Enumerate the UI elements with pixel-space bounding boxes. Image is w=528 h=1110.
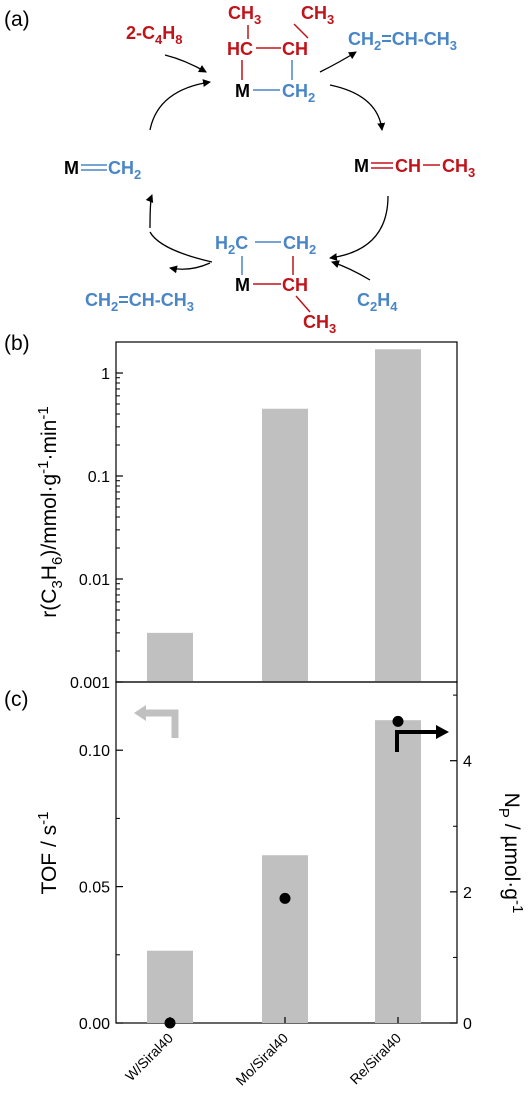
c-right-tick-label-1: 2 bbox=[463, 885, 472, 902]
arrow-left-up bbox=[149, 79, 211, 131]
bottom-ring-ch: CH bbox=[282, 275, 308, 295]
b-tick-label-3: 1 bbox=[101, 366, 110, 383]
top-ring-hc: HC bbox=[227, 39, 253, 59]
arrow-butene-in bbox=[164, 54, 207, 73]
top-ring-ch3-left: CH3 bbox=[228, 3, 261, 27]
panel-b-y-ticks: 0.001 0.01 0.1 1 bbox=[70, 341, 123, 692]
reactant-ethylene: C2H4 bbox=[357, 290, 398, 314]
bottom-ring-h2c: H2C bbox=[215, 233, 248, 257]
panel-c-right-ticks: 0 2 4 bbox=[450, 694, 472, 1033]
right-metal: M bbox=[354, 156, 369, 176]
panel-c-left-axis-title: TOF / s-1 bbox=[35, 812, 61, 895]
left-axis-arrow bbox=[144, 709, 179, 738]
bar-b-2 bbox=[375, 349, 421, 682]
panel-c-bars bbox=[147, 720, 421, 1023]
top-ring-metal: M bbox=[235, 81, 250, 101]
category-label-2: Re/Siral40 bbox=[347, 1030, 405, 1088]
left-axis-arrowhead bbox=[134, 705, 146, 721]
panel-b: (b) 0.001 0.01 0.1 1 r(C3H6)/mmol·g-1·min-1 bbox=[4, 332, 458, 692]
bar-b-1 bbox=[262, 408, 308, 682]
b-tick-label-2: 0.1 bbox=[88, 469, 110, 486]
product-propene-bottom: CH2=CH-CH3 bbox=[85, 290, 194, 314]
arrow-ethylene-in bbox=[331, 260, 371, 281]
panel-c-right-axis-title: NP / µmol·g-1 bbox=[495, 793, 526, 914]
panel-c-left-ticks: 0.00 0.05 0.10 bbox=[79, 743, 123, 1033]
arrow-propene-out-top bbox=[319, 51, 357, 73]
arrow-left-lower bbox=[145, 194, 154, 229]
panel-c-label: (c) bbox=[4, 688, 29, 711]
left-metal: M bbox=[64, 158, 79, 178]
panel-c: (c) 0.00 0.05 0.10 0 2 4 W/Siral40 Mo/Siral40… bbox=[4, 681, 526, 1088]
point-c-2 bbox=[392, 715, 404, 727]
top-ring-ch2: CH2 bbox=[282, 81, 315, 105]
arrow-right-lower bbox=[329, 195, 389, 262]
arrow-propene-out-bottom bbox=[169, 262, 211, 274]
panel-a: (a) 2-C4H8 CH3 CH3 HC CH M CH2 CH2=CH-CH… bbox=[4, 3, 475, 336]
panel-b-y-axis-title: r(C3H6)/mmol·g-1·min-1 bbox=[35, 406, 66, 617]
c-left-tick-label-2: 0.10 bbox=[79, 743, 110, 760]
left-ch2: CH2 bbox=[108, 158, 141, 182]
bar-c-1 bbox=[262, 855, 308, 1023]
panel-b-label: (b) bbox=[4, 332, 30, 355]
right-axis-arrow bbox=[395, 730, 438, 752]
bottom-ring-ch2: CH2 bbox=[283, 233, 316, 257]
bottom-metallacyclobutane: H2C CH2 M CH CH3 bbox=[215, 233, 336, 336]
c-left-tick-label-1: 0.05 bbox=[79, 880, 110, 897]
metal-ethylidene: M CH CH3 bbox=[354, 156, 475, 180]
bar-c-0 bbox=[147, 950, 193, 1023]
bar-b-0 bbox=[147, 632, 193, 682]
panel-a-label: (a) bbox=[4, 8, 30, 31]
product-propene-top: CH2=CH-CH3 bbox=[348, 29, 457, 53]
category-label-1: Mo/Siral40 bbox=[232, 1030, 291, 1089]
b-tick-label-1: 0.01 bbox=[79, 572, 110, 589]
c-right-tick-label-2: 4 bbox=[463, 754, 472, 771]
point-c-1 bbox=[279, 892, 291, 904]
arrow-left-lower-curve bbox=[149, 231, 213, 263]
bar-c-2 bbox=[375, 720, 421, 1023]
panel-b-bars bbox=[147, 349, 421, 682]
reactant-butene: 2-C4H8 bbox=[126, 23, 182, 47]
metal-methylidene: M CH2 bbox=[64, 158, 141, 182]
right-ch3: CH3 bbox=[442, 156, 475, 180]
top-ring-ch: CH bbox=[282, 39, 308, 59]
top-ring-ch3-right: CH3 bbox=[301, 3, 334, 27]
bottom-ring-ch3: CH3 bbox=[303, 312, 336, 336]
c-right-tick-label-0: 0 bbox=[463, 1016, 472, 1033]
panel-c-x-ticks: W/Siral40 Mo/Siral40 Re/Siral40 bbox=[122, 1017, 404, 1088]
right-ch: CH bbox=[395, 156, 421, 176]
category-label-0: W/Siral40 bbox=[122, 1030, 176, 1084]
top-metallacyclobutane: CH3 CH3 HC CH M CH2 bbox=[227, 3, 334, 105]
arrow-right-down bbox=[329, 84, 386, 131]
right-axis-arrowhead bbox=[436, 725, 449, 739]
b-tick-label-0: 0.001 bbox=[70, 675, 110, 692]
bottom-ring-metal: M bbox=[235, 275, 250, 295]
c-left-tick-label-0: 0.00 bbox=[79, 1016, 110, 1033]
